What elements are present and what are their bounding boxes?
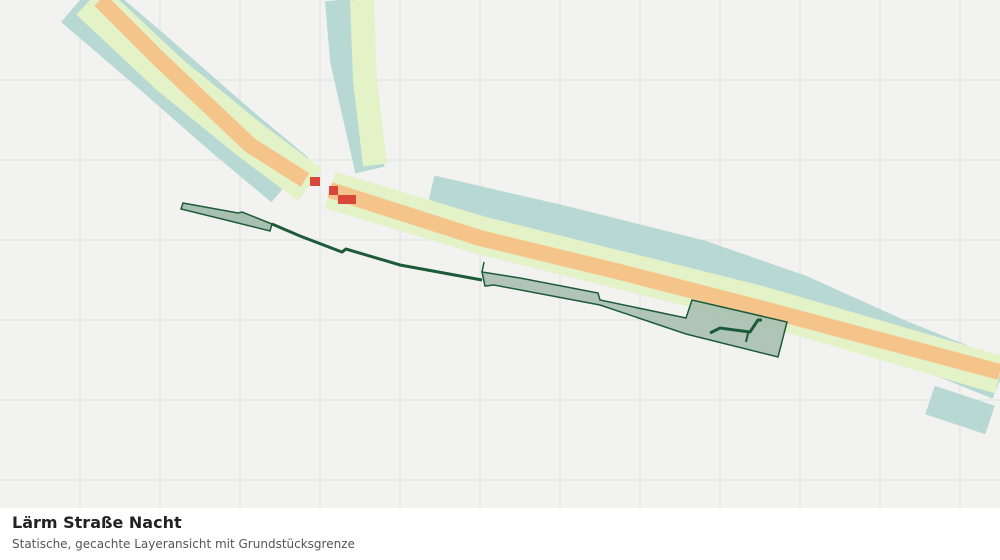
noise-layer (61, 0, 1000, 435)
legend-footer: Lärm Straße Nacht Statische, gecachte La… (0, 508, 1000, 560)
parcel-boundary (180, 202, 788, 358)
layer-title: Lärm Straße Nacht (12, 513, 182, 532)
layer-subtitle: Statische, gecachte Layeransicht mit Gru… (12, 537, 355, 551)
map (0, 0, 1000, 508)
